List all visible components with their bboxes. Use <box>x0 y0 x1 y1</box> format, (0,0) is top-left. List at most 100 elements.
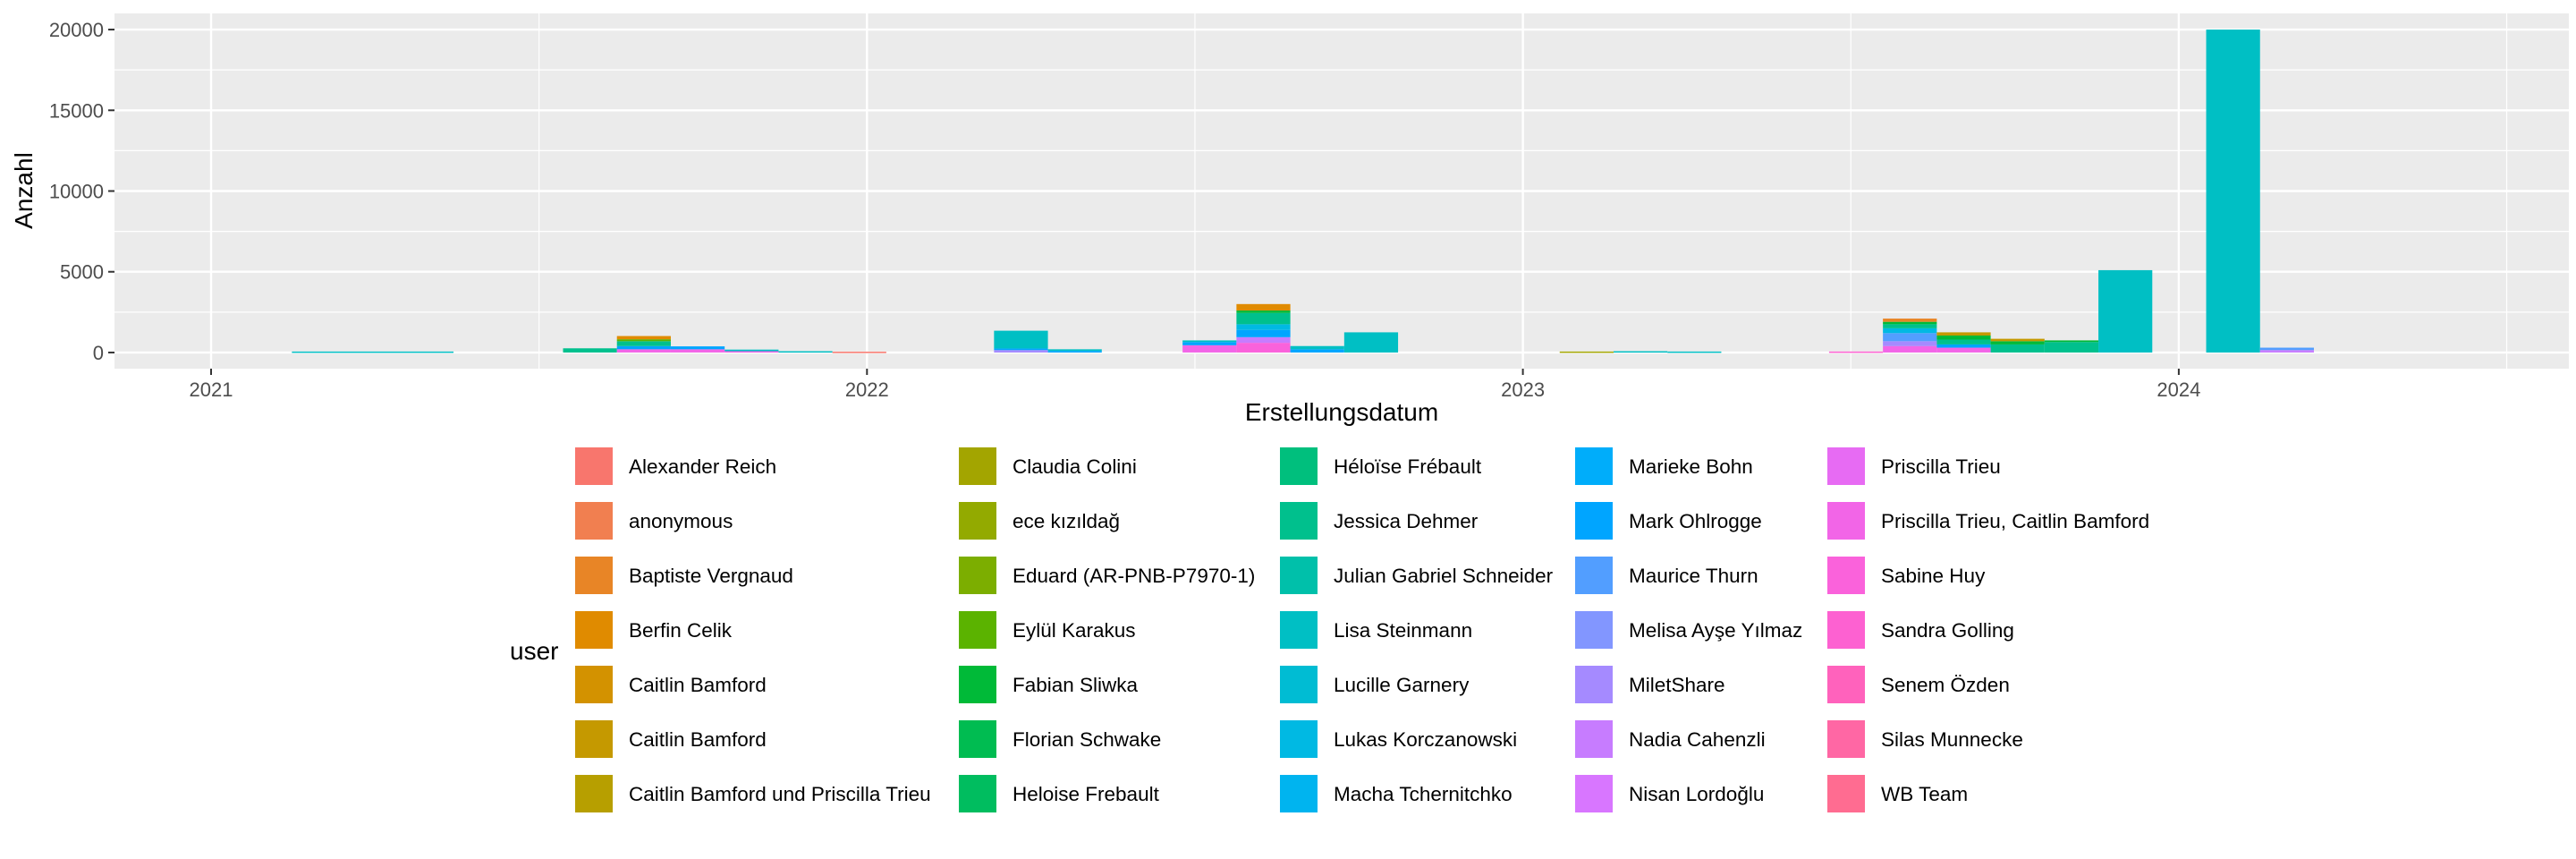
bar-segment <box>2259 350 2314 353</box>
legend-label: anonymous <box>629 510 733 532</box>
bar-segment <box>2259 347 2314 351</box>
bar-segment <box>2044 342 2099 353</box>
legend-label: Julian Gabriel Schneider <box>1334 565 1554 587</box>
bar-segment <box>1047 349 1102 352</box>
legend-item: Eylül Karakus <box>959 611 1136 649</box>
legend-label: Sabine Huy <box>1881 565 1986 587</box>
bar-segment <box>1236 303 1291 311</box>
bar <box>292 351 454 353</box>
legend-swatch <box>1827 775 1865 812</box>
legend-swatch <box>575 666 613 703</box>
bar-segment <box>616 341 671 346</box>
legend-label: MiletShare <box>1629 674 1725 696</box>
bar <box>724 349 779 353</box>
legend-label: ece kızıldağ <box>1013 510 1120 532</box>
bar-segment <box>1290 349 1344 353</box>
bar-segment <box>1936 344 1991 348</box>
bar <box>670 346 725 353</box>
legend-item: Senem Özden <box>1827 666 2010 703</box>
legend-swatch <box>575 611 613 649</box>
legend-swatch <box>1827 447 1865 485</box>
legend-label: Florian Schwake <box>1013 728 1161 751</box>
legend-swatch <box>1827 502 1865 540</box>
bar-segment <box>1883 345 1937 353</box>
legend-label: Priscilla Trieu, Caitlin Bamford <box>1881 510 2149 532</box>
legend-swatch <box>1575 720 1613 758</box>
bar-segment <box>1236 312 1291 325</box>
bar-segment <box>1990 338 2045 342</box>
bar <box>1828 351 1884 353</box>
bars <box>292 30 2314 353</box>
legend-label: Eylül Karakus <box>1013 619 1136 642</box>
legend-item: Baptiste Vergnaud <box>575 557 793 594</box>
bar-segment <box>1936 339 1991 344</box>
bar-segment <box>1667 351 1722 353</box>
legend-item: Lisa Steinmann <box>1280 611 1472 649</box>
y-tick-label: 5000 <box>60 261 104 284</box>
legend-swatch <box>1575 611 1613 649</box>
bar <box>778 351 833 353</box>
legend-swatch <box>1280 666 1318 703</box>
legend-item: Fabian Sliwka <box>959 666 1139 703</box>
legend-item: Eduard (AR-PNB-P7970-1) <box>959 557 1255 594</box>
y-axis: 0 5000 10000 15000 20000 <box>49 19 114 364</box>
legend-item: Jessica Dehmer <box>1280 502 1479 540</box>
legend-swatch <box>1575 557 1613 594</box>
bar-segment <box>563 348 617 353</box>
legend-swatch <box>575 502 613 540</box>
legend-item: Caitlin Bamford und Priscilla Trieu <box>575 775 931 812</box>
bar-segment <box>616 336 671 340</box>
y-tick-label: 10000 <box>49 181 104 203</box>
bar-segment <box>2044 340 2099 343</box>
bar <box>1936 332 1991 353</box>
legend-label: Senem Özden <box>1881 674 2010 696</box>
legend-swatch <box>959 720 996 758</box>
legend-item: Nisan Lordoğlu <box>1575 775 1764 812</box>
bar <box>994 330 1048 353</box>
bar-segment <box>1936 347 1991 353</box>
legend-swatch <box>1827 611 1865 649</box>
legend-item: ece kızıldağ <box>959 502 1120 540</box>
bar-segment <box>1236 324 1291 330</box>
bar-segment <box>1883 321 1937 325</box>
legend-item: Macha Tchernitchko <box>1280 775 1513 812</box>
legend-item: WB Team <box>1827 775 1968 812</box>
bar <box>1236 303 1291 353</box>
legend-swatch <box>1280 775 1318 812</box>
bar-segment <box>292 351 454 353</box>
bar-segment <box>1236 343 1291 353</box>
legend-item: Sabine Huy <box>1827 557 1986 594</box>
legend-item: Julian Gabriel Schneider <box>1280 557 1554 594</box>
bar-segment <box>724 349 779 352</box>
bar-segment <box>1047 351 1102 353</box>
bar <box>1047 349 1102 353</box>
bar-segment <box>1828 351 1884 353</box>
bar-segment <box>832 352 886 353</box>
legend-label: Claudia Colini <box>1013 455 1137 478</box>
x-axis: 2021 2022 2023 2024 <box>190 369 2200 401</box>
bar-segment <box>1290 345 1344 350</box>
x-axis-title: Erstellungsdatum <box>1245 398 1438 426</box>
legend-item: Lukas Korczanowski <box>1280 720 1517 758</box>
legend-label: Melisa Ayşe Yılmaz <box>1629 619 1802 642</box>
legend-item: Claudia Colini <box>959 447 1137 485</box>
legend-swatch <box>1575 666 1613 703</box>
bar-segment <box>616 339 671 342</box>
legend-swatch <box>1827 666 1865 703</box>
bar-segment <box>1883 324 1937 328</box>
legend-item: Marieke Bohn <box>1575 447 1753 485</box>
legend-swatch <box>1575 502 1613 540</box>
legend-label: Fabian Sliwka <box>1013 674 1139 696</box>
bar-segment <box>1883 333 1937 342</box>
legend-swatch <box>959 611 996 649</box>
legend-label: Priscilla Trieu <box>1881 455 2001 478</box>
x-tick-label: 2021 <box>190 378 233 401</box>
legend-swatch <box>575 557 613 594</box>
bar-segment <box>1236 336 1291 344</box>
bar-segment <box>2206 30 2260 353</box>
legend-item: Alexander Reich <box>575 447 776 485</box>
legend-swatch <box>1280 447 1318 485</box>
legend-item: Nadia Cahenzli <box>1575 720 1766 758</box>
legend-item: Melisa Ayşe Yılmaz <box>1575 611 1802 649</box>
bar-segment <box>670 346 725 350</box>
